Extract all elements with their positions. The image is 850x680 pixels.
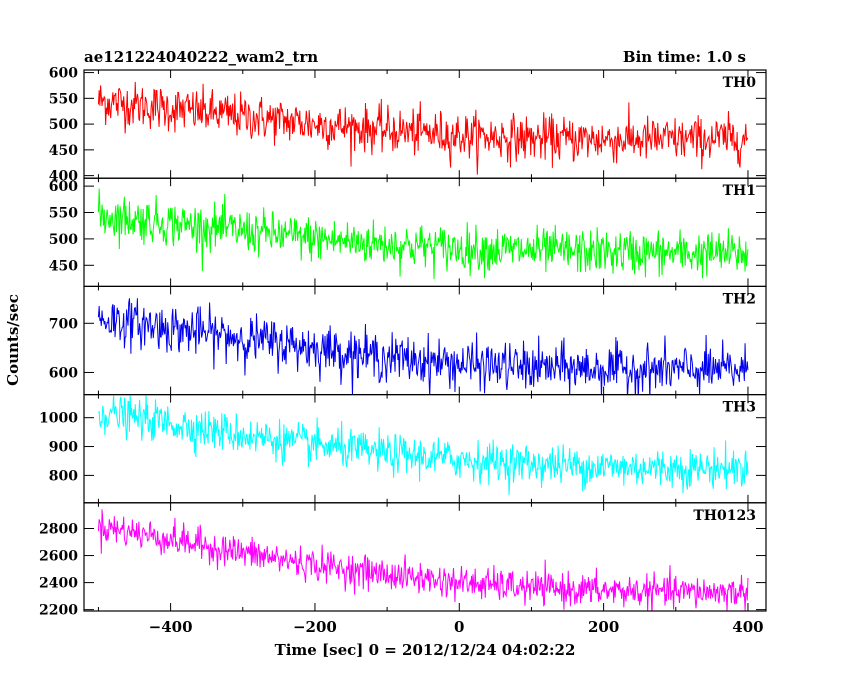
x-tick-label: 0 — [454, 618, 464, 636]
y-tick-label: 1000 — [39, 411, 78, 427]
x-tick-label: 400 — [732, 618, 763, 636]
panel-th1: 450 500 550 600 TH1 — [49, 177, 767, 287]
panel-label: TH0 — [723, 75, 757, 91]
y-tick-label: 500 — [49, 232, 78, 248]
panel-frame — [83, 177, 767, 287]
y-tick-label: 550 — [49, 206, 78, 222]
panel-label: TH2 — [723, 291, 756, 307]
x-tick-label: −200 — [293, 618, 337, 636]
series-line-th3 — [98, 394, 749, 496]
panel-frame — [83, 69, 767, 179]
panel-label: TH1 — [723, 183, 756, 199]
y-tick-label: 600 — [49, 365, 78, 381]
y-tick-label: 800 — [49, 468, 78, 484]
y-tick-label: 900 — [49, 440, 78, 456]
chart-title: ae121224040222_wam2_trn — [84, 48, 318, 66]
y-tick-label: 700 — [49, 316, 78, 332]
y-tick-label: 2400 — [39, 576, 78, 592]
panel-frame — [83, 285, 767, 396]
bin-time-label: Bin time: 1.0 s — [623, 48, 746, 66]
panel-th3: 800 900 1000 TH3 — [39, 394, 767, 504]
panels: 400 450 500 550 600 TH0 450 500 550 600 TH1 600 700 T… — [39, 66, 767, 619]
x-axis-label: Time [sec] 0 = 2012/12/24 04:02:22 — [275, 641, 576, 659]
panel-th2: 600 700 TH2 — [49, 285, 767, 396]
y-tick-label: 600 — [49, 66, 78, 82]
panel-label: TH0123 — [693, 508, 756, 524]
series-line-th0123 — [97, 509, 749, 611]
x-tick-label: −400 — [149, 618, 193, 636]
series-line-th2 — [97, 298, 749, 395]
y-tick-label: 400 — [49, 169, 78, 185]
y-tick-label: 550 — [49, 91, 78, 107]
y-tick-label: 600 — [49, 179, 78, 195]
x-tick-label: 200 — [588, 618, 619, 636]
series-line-th1 — [97, 188, 749, 280]
y-tick-label: 450 — [49, 143, 78, 159]
y-tick-label: 450 — [49, 258, 78, 274]
panel-frame — [83, 394, 767, 504]
x-axis: −400 −200 0 200 400 — [149, 618, 764, 636]
y-axis-label: Counts/sec — [4, 294, 22, 386]
y-tick-label: 2600 — [39, 549, 78, 565]
y-tick-label: 2200 — [39, 603, 78, 619]
y-tick-label: 2800 — [39, 521, 78, 537]
panel-frame — [83, 502, 767, 612]
panel-th0123: 2200 2400 2600 2800 TH0123 — [39, 502, 767, 619]
y-tick-label: 500 — [49, 117, 78, 133]
series-line-th0 — [97, 81, 749, 175]
panel-label: TH3 — [723, 400, 756, 416]
panel-th0: 400 450 500 550 600 TH0 — [49, 66, 767, 185]
